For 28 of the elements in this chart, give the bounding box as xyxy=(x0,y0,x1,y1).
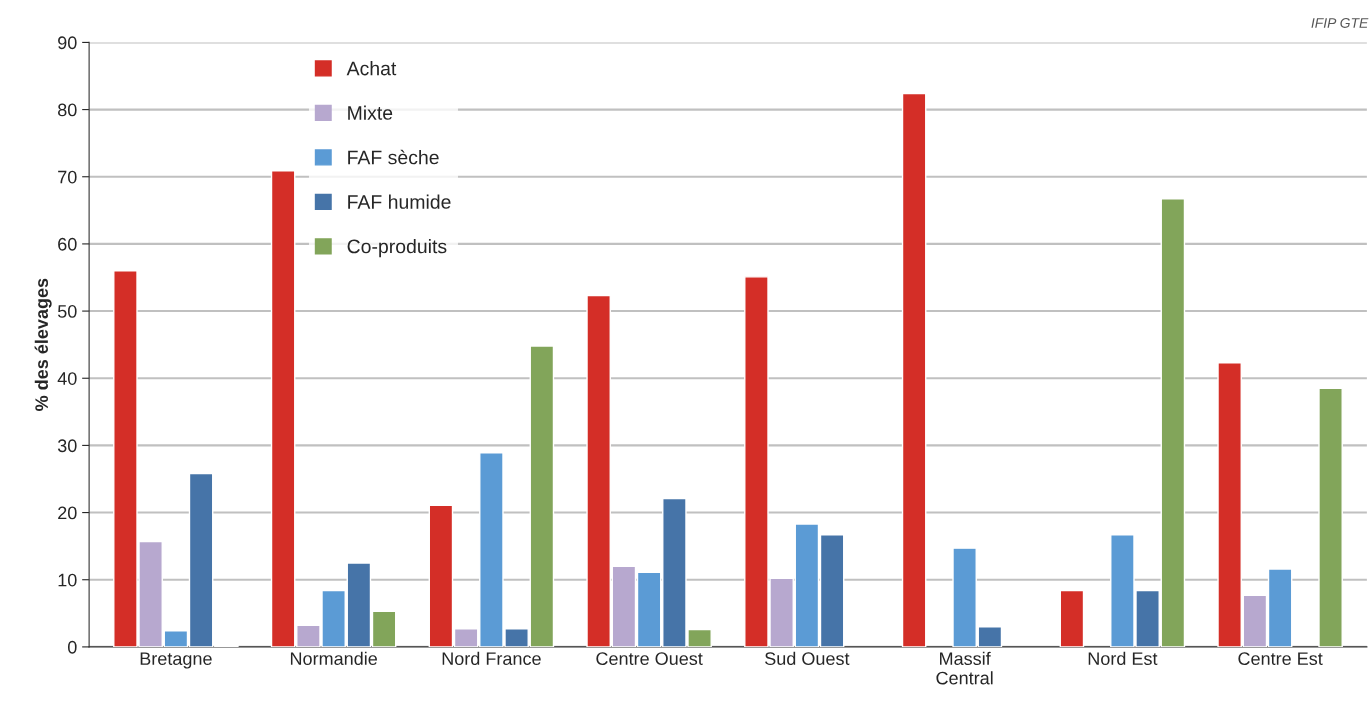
y-axis-title: % des élevages xyxy=(34,278,52,411)
y-tick-label: 90 xyxy=(58,36,77,50)
y-tick-label: 60 xyxy=(58,237,77,251)
x-tick-label: Normandie xyxy=(290,651,377,666)
bar xyxy=(901,92,927,647)
y-tick-label: 0 xyxy=(67,640,77,654)
y-tick-label: 80 xyxy=(58,103,77,117)
y-tick-label: 30 xyxy=(57,439,77,453)
y-tick-label: 50 xyxy=(57,305,77,318)
x-tick-label: Bretagne xyxy=(140,652,212,669)
y-tick-label: 10 xyxy=(58,573,77,587)
legend-label: Achat xyxy=(346,61,397,76)
y-tick-label: 40 xyxy=(57,372,77,385)
x-tick-label: Nord Est xyxy=(1088,651,1158,666)
bar xyxy=(1059,589,1085,647)
text: IFIP GTE xyxy=(1311,18,1369,28)
legend-label: Mixte xyxy=(348,105,393,120)
legend-label: Co-produits xyxy=(347,239,447,258)
legend-label: FAF sèche xyxy=(348,149,439,165)
y-tick-label: 20 xyxy=(58,506,77,520)
x-tick-label: Massif Central xyxy=(936,651,993,685)
x-tick-label: Sud Ouest xyxy=(765,651,850,666)
x-tick-label: Centre Est xyxy=(1238,652,1323,666)
x-tick-label: Nord France xyxy=(442,651,541,666)
x-tick-label: Centre Ouest xyxy=(596,652,703,666)
bar xyxy=(1318,387,1343,647)
y-tick-label: 70 xyxy=(58,170,77,184)
legend-label: FAF humide xyxy=(348,194,451,209)
